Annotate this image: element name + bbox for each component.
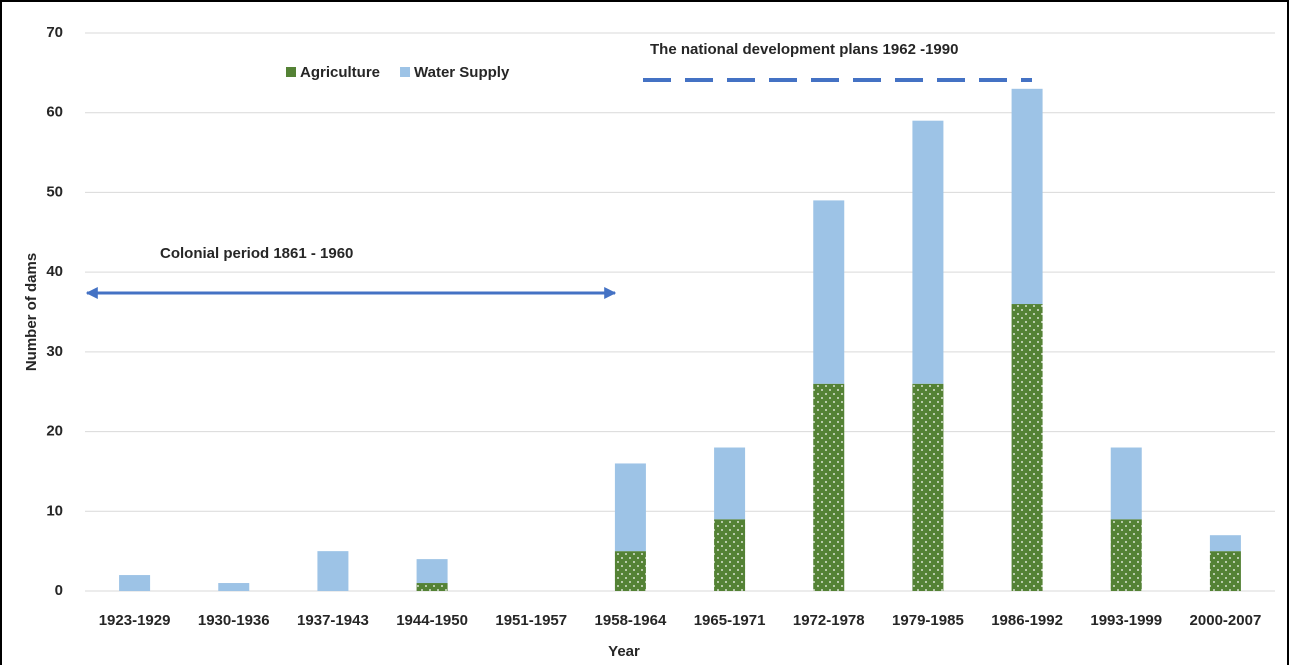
x-tick-label: 1923-1929 bbox=[99, 612, 171, 629]
bar-segment bbox=[1209, 551, 1241, 591]
bar-segment bbox=[614, 463, 646, 552]
bar-segment bbox=[1011, 304, 1043, 591]
annotation: Colonial period 1861 - 1960 bbox=[160, 245, 353, 262]
y-tick-label: 10 bbox=[46, 502, 63, 519]
bar-segment bbox=[218, 583, 250, 591]
x-tick-label: 1972-1978 bbox=[793, 612, 865, 629]
bar-segment bbox=[614, 551, 646, 591]
legend-label: Agriculture bbox=[300, 64, 380, 81]
legend-swatch bbox=[400, 67, 411, 77]
legend-swatch bbox=[286, 67, 296, 77]
x-tick-label: 1937-1943 bbox=[297, 612, 369, 629]
y-tick-label: 70 bbox=[46, 24, 63, 41]
bar-segment bbox=[1209, 535, 1241, 552]
bar-segment bbox=[714, 447, 746, 520]
y-tick-label: 20 bbox=[46, 423, 63, 440]
bar-segment bbox=[813, 200, 845, 384]
bar-segment bbox=[714, 519, 746, 591]
y-tick-label: 60 bbox=[46, 104, 63, 121]
x-tick-label: 1993-1999 bbox=[1090, 612, 1162, 629]
y-tick-label: 40 bbox=[46, 263, 63, 280]
x-tick-label: 1958-1964 bbox=[595, 612, 667, 629]
x-tick-label: 1944-1950 bbox=[396, 612, 468, 629]
bar-segment bbox=[317, 551, 349, 591]
legend-label: Water Supply bbox=[414, 64, 510, 81]
bar-segment bbox=[416, 583, 448, 591]
x-axis-label: Year bbox=[608, 643, 640, 660]
x-tick-label: 1930-1936 bbox=[198, 612, 270, 629]
x-tick-label: 1979-1985 bbox=[892, 612, 964, 629]
x-tick-label: 1965-1971 bbox=[694, 612, 766, 629]
y-axis-label: Number of dams bbox=[23, 253, 40, 371]
bar-segment bbox=[1110, 447, 1142, 520]
bar-segment bbox=[912, 383, 944, 591]
x-tick-label: 1951-1957 bbox=[495, 612, 567, 629]
bar-segment bbox=[1011, 88, 1043, 305]
annotation: The national development plans 1962 -199… bbox=[650, 41, 958, 58]
x-tick-label: 2000-2007 bbox=[1190, 612, 1262, 629]
bar-segment bbox=[813, 383, 845, 591]
bar-segment bbox=[1110, 519, 1142, 591]
y-tick-label: 30 bbox=[46, 343, 63, 360]
y-tick-label: 0 bbox=[55, 582, 63, 599]
bar-segment bbox=[416, 559, 448, 584]
x-tick-label: 1986-1992 bbox=[991, 612, 1063, 629]
bar-segment bbox=[119, 575, 151, 591]
bar-segment bbox=[912, 120, 944, 384]
y-tick-label: 50 bbox=[46, 183, 63, 200]
